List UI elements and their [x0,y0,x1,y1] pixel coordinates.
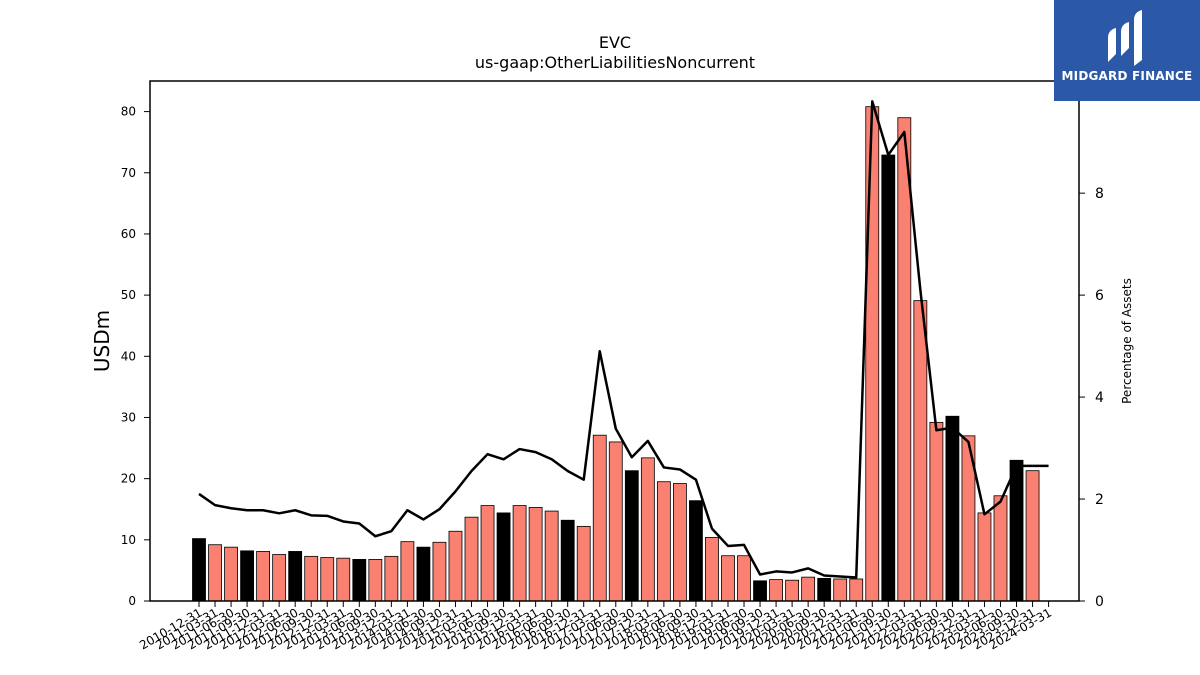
x-axis: 2010-12-312011-03-312011-06-302011-09-30… [137,601,1054,652]
bar [737,555,751,602]
bar [576,525,591,602]
midgard-logo-mark-icon [1108,10,1142,66]
bar [400,541,415,602]
bar-highlight [881,154,896,602]
bar [272,554,287,602]
bar [913,300,928,602]
bar [544,510,559,602]
bar [785,579,800,602]
y-axis: 0 10 20 30 40 50 60 70 80 [121,105,150,608]
bar [256,551,271,602]
bar [608,441,623,602]
bar-highlight [817,577,832,602]
y2-tick-label: 8 [1095,186,1104,202]
bar [384,555,399,602]
bar [368,559,383,602]
bar [897,117,912,602]
bar [865,106,880,602]
bar-highlight [689,500,703,602]
y-tick-label: 0 [128,594,136,608]
bar [769,579,783,602]
bar [993,495,1008,602]
bar [640,457,655,602]
bar [480,505,495,602]
chart-title: EVC [599,33,631,52]
bar [464,516,479,602]
y-tick-label: 40 [121,349,136,363]
y-tick-label: 60 [121,227,136,241]
bar [224,546,238,602]
bar [304,555,319,602]
bar [849,578,864,602]
bar-highlight [560,519,575,602]
logo-text: MIDGARD FINANCE [1061,69,1193,83]
bar [673,483,687,602]
bar-highlight [945,415,960,602]
bar [977,512,992,602]
y-tick-label: 20 [121,472,136,486]
bar [705,536,719,602]
y2-tick-label: 0 [1095,594,1104,610]
bar [528,506,543,602]
bar [512,505,527,602]
bar [336,557,351,602]
bar-highlight [496,512,511,602]
bar-highlight [192,538,206,602]
y-tick-label: 50 [121,288,136,302]
bar [320,557,335,602]
y-axis-label: USDm [90,310,114,372]
y2-axis-label: Percentage of Assets [1120,278,1134,404]
bar [432,541,447,602]
y-tick-label: 10 [121,533,136,547]
bar-group [192,106,1040,602]
bar [801,576,816,602]
y2-tick-label: 4 [1095,390,1104,406]
y-tick-label: 80 [121,105,136,119]
y-tick-label: 70 [121,166,136,180]
bar-highlight [753,580,767,602]
y2-axis: 0 2 4 6 8 [1079,186,1104,610]
bar [721,555,735,602]
bar-highlight [352,559,367,602]
midgard-finance-logo: MIDGARD FINANCE [1054,0,1200,101]
bar [833,578,848,602]
bar-highlight [624,470,639,602]
bar [592,434,607,602]
plot-frame [149,80,1080,602]
bar [656,481,671,602]
bar-highlight [416,546,431,602]
chart-subtitle: us-gaap:OtherLiabilitiesNoncurrent [475,53,755,72]
percentage-line [198,100,1033,579]
bar [1025,470,1040,602]
bar [929,421,944,602]
bar [208,544,222,602]
bar [448,530,463,602]
y2-tick-label: 6 [1095,288,1104,304]
line-layer [198,100,1049,579]
bar-highlight [1009,459,1024,602]
bar-highlight [240,550,254,602]
bar-highlight [288,551,303,602]
y-tick-label: 30 [121,410,136,424]
y2-tick-label: 2 [1095,492,1104,508]
